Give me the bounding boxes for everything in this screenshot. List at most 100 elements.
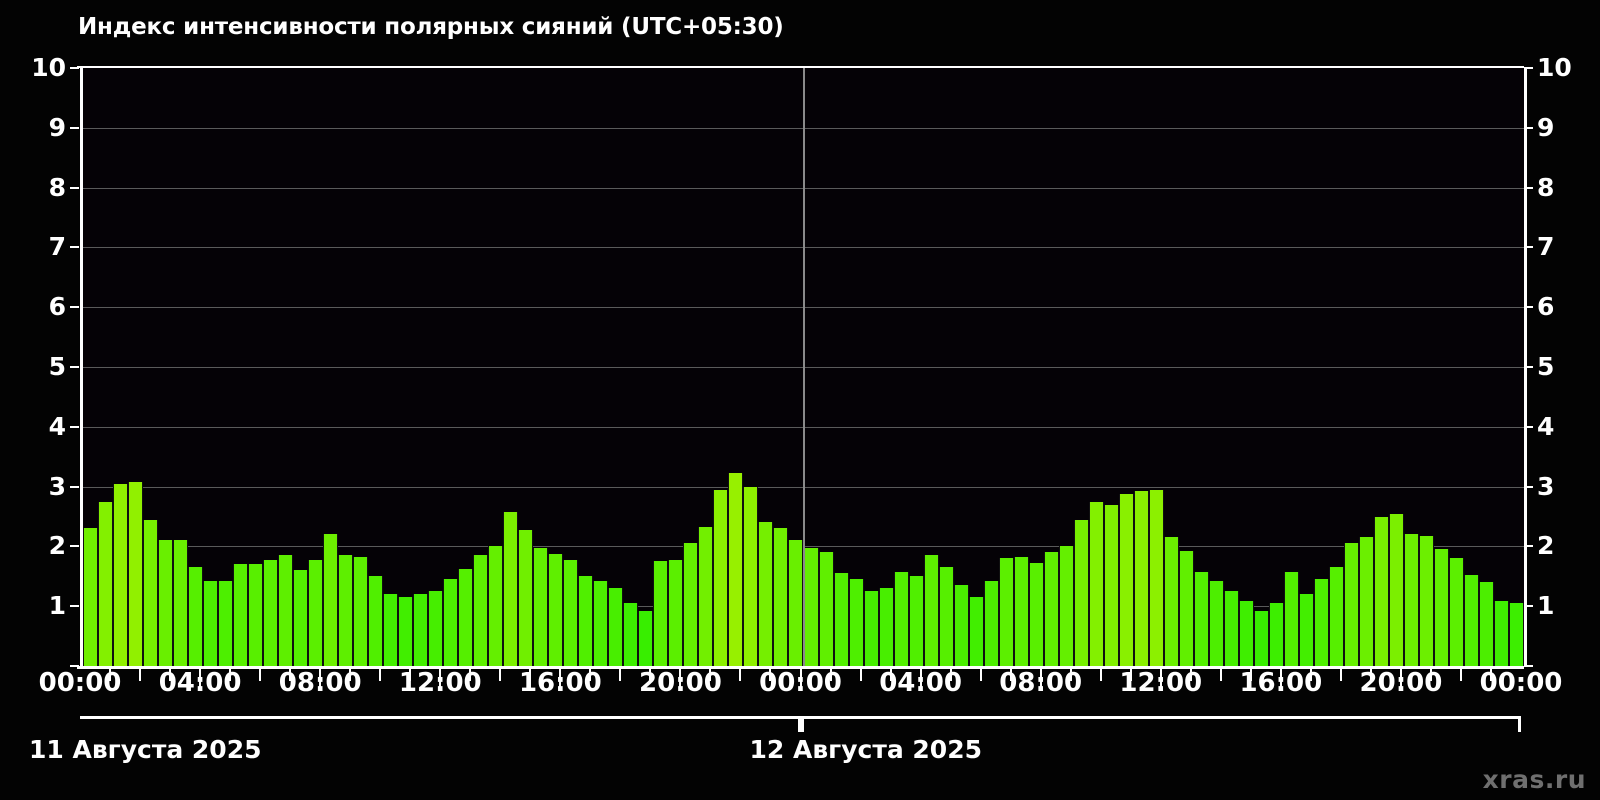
bar	[878, 588, 894, 666]
y-tick-mark	[1524, 366, 1533, 368]
x-tick-label: 20:00	[639, 668, 722, 698]
bar	[773, 528, 789, 666]
x-tick-mark	[619, 669, 622, 681]
bar	[638, 610, 654, 666]
bar	[1223, 591, 1239, 666]
x-tick-mark	[559, 669, 562, 691]
y-tick-label: 3	[1537, 471, 1555, 501]
y-tick-mark	[70, 605, 79, 608]
x-tick-mark	[1009, 669, 1012, 681]
bar	[548, 553, 564, 666]
x-tick-label: 00:00	[759, 668, 842, 698]
x-tick-mark	[1159, 669, 1162, 691]
x-tick-mark	[1489, 669, 1492, 681]
x-tick-label: 12:00	[398, 668, 482, 698]
y-tick-mark	[1524, 665, 1533, 667]
x-tick-mark	[1459, 669, 1462, 681]
x-tick-mark	[499, 669, 502, 681]
bar	[923, 555, 939, 666]
x-tick-mark	[829, 669, 832, 681]
y-tick-mark	[70, 665, 79, 667]
x-tick-label: 12:00	[1119, 668, 1203, 698]
bar	[1238, 601, 1254, 666]
x-tick-mark	[949, 669, 952, 681]
y-tick-mark	[70, 126, 79, 129]
x-tick-mark	[919, 669, 922, 691]
bar	[158, 540, 174, 666]
x-tick-mark	[1309, 669, 1312, 681]
bar	[1013, 557, 1029, 666]
x-tick-mark	[1429, 669, 1432, 681]
bar	[98, 501, 113, 666]
bar	[1193, 571, 1209, 666]
bar	[563, 559, 579, 666]
x-tick-mark	[199, 669, 202, 691]
bar	[998, 558, 1014, 666]
x-tick-mark	[679, 669, 682, 691]
bar	[1388, 513, 1404, 666]
bar	[608, 588, 624, 666]
bar	[233, 564, 249, 666]
x-tick-mark	[349, 669, 352, 681]
y-tick-mark	[1524, 485, 1533, 488]
y-tick-mark	[1524, 425, 1533, 428]
x-tick-mark	[229, 669, 232, 681]
bar	[263, 559, 279, 666]
bar	[488, 546, 504, 666]
x-tick-mark	[1099, 669, 1102, 681]
bar	[113, 483, 129, 666]
bar	[1178, 551, 1194, 666]
plot-top-rule	[77, 66, 1524, 68]
bar	[1073, 519, 1089, 666]
y-tick-mark	[1524, 67, 1533, 69]
bar	[413, 594, 429, 666]
x-tick-label: 20:00	[1359, 668, 1443, 698]
bar	[1508, 603, 1524, 666]
day-label: 11 Августа 2025	[29, 735, 262, 764]
bar	[1268, 603, 1284, 666]
bar	[788, 540, 804, 666]
y-tick-label: 8	[48, 172, 66, 202]
bar	[713, 489, 729, 666]
x-tick-mark	[139, 669, 142, 681]
x-tick-label: 00:00	[1479, 668, 1563, 698]
plot-baseline	[77, 666, 1524, 669]
y-tick-mark	[70, 306, 79, 309]
y-tick-label: 1	[1537, 591, 1555, 621]
bar	[1133, 491, 1149, 666]
bar	[1298, 594, 1314, 666]
x-tick-mark	[529, 669, 532, 681]
bar	[743, 486, 759, 666]
x-tick-mark	[169, 669, 172, 681]
bar	[968, 597, 984, 666]
x-tick-mark	[1279, 669, 1282, 691]
bar	[953, 585, 969, 666]
bar	[458, 569, 474, 666]
y-tick-mark	[70, 246, 79, 249]
x-tick-label: 04:00	[158, 668, 242, 698]
bar	[623, 603, 639, 666]
x-tick-mark	[799, 669, 802, 691]
bar	[293, 570, 309, 666]
bar	[1463, 575, 1479, 666]
x-tick-mark	[979, 669, 982, 681]
bar	[353, 557, 369, 666]
y-tick-mark	[70, 545, 79, 548]
y-tick-label: 2	[1537, 531, 1555, 561]
x-tick-label: 04:00	[879, 668, 962, 698]
y-tick-mark	[1524, 545, 1533, 548]
day-bracket	[800, 716, 1521, 732]
x-tick-label: 16:00	[1239, 668, 1323, 698]
bar	[1118, 493, 1134, 666]
x-tick-mark	[1249, 669, 1252, 681]
y-tick-label: 7	[1537, 232, 1555, 262]
bar	[1148, 489, 1164, 666]
bar	[308, 559, 324, 666]
x-tick-mark	[1189, 669, 1192, 681]
y-tick-label: 3	[48, 471, 66, 501]
y-tick-mark	[70, 485, 79, 488]
bar	[578, 576, 594, 666]
y-tick-label: 6	[1537, 292, 1555, 322]
y-tick-label: 2	[48, 531, 66, 561]
bar	[1403, 534, 1419, 666]
